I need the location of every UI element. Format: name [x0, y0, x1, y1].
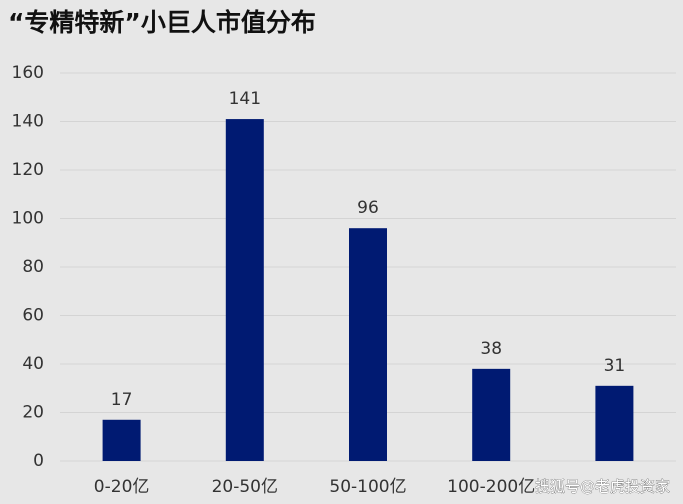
data-label: 38 — [480, 339, 502, 359]
y-tick-label: 160 — [12, 63, 44, 83]
data-label: 17 — [111, 390, 133, 410]
y-tick-label: 60 — [22, 306, 44, 326]
data-label: 96 — [357, 198, 379, 218]
chart-title: “专精特新”小巨人市值分布 — [8, 8, 316, 37]
y-tick-label: 80 — [22, 257, 44, 277]
y-tick-label: 40 — [22, 354, 44, 374]
y-tick-label: 120 — [12, 160, 44, 180]
x-tick-label: 50-100亿 — [329, 477, 406, 497]
bar — [349, 228, 387, 461]
bar — [595, 385, 634, 461]
data-label: 141 — [229, 89, 261, 109]
x-tick-label: 0-20亿 — [94, 477, 150, 497]
bar — [102, 419, 141, 461]
data-label: 31 — [604, 356, 626, 376]
y-tick-label: 0 — [33, 451, 44, 471]
x-tick-label: 100-200亿 — [447, 477, 535, 497]
y-tick-label: 100 — [12, 209, 44, 229]
y-tick-label: 20 — [22, 403, 44, 423]
y-tick-label: 140 — [12, 112, 44, 132]
watermark: 搜狐号@老虎投资家 — [535, 478, 670, 496]
x-tick-label: 20-50亿 — [212, 477, 278, 497]
bar — [225, 119, 264, 461]
bar — [472, 368, 511, 461]
